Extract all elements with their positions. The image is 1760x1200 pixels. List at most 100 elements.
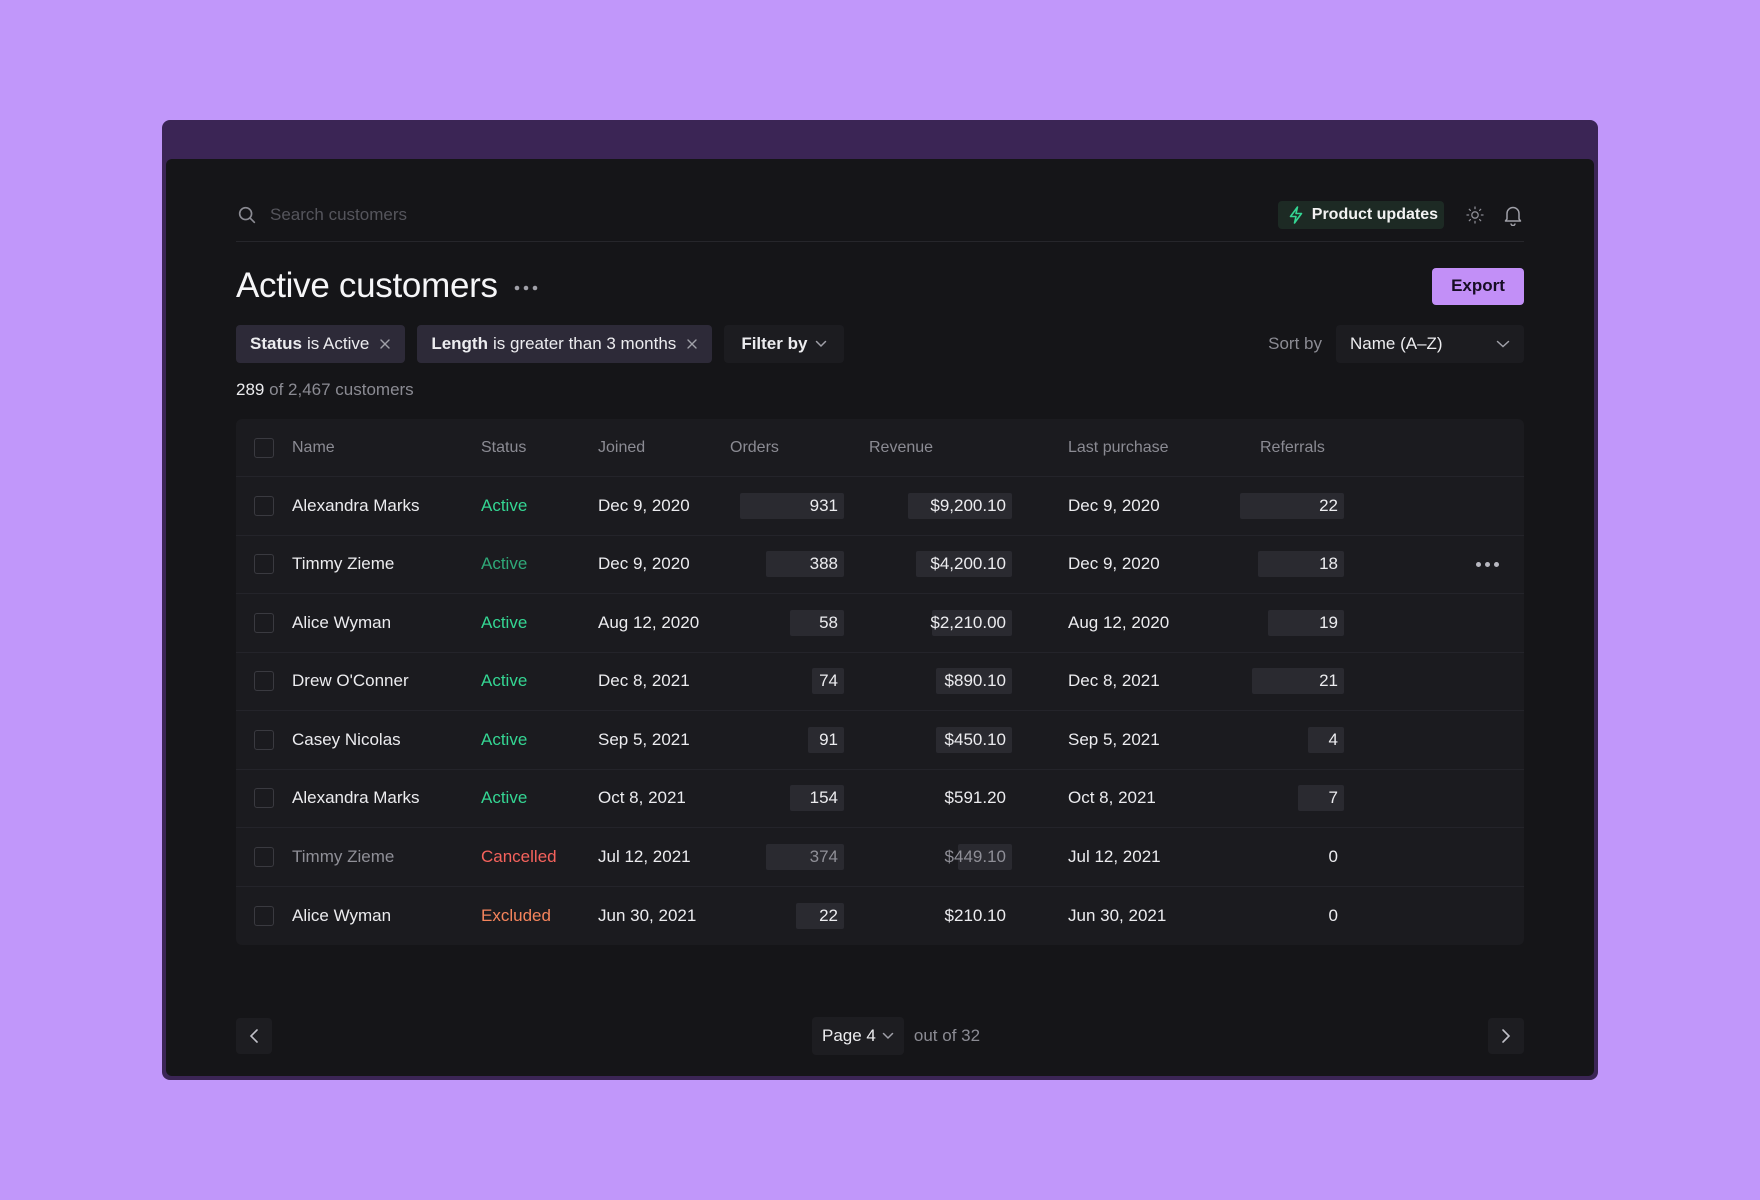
referrals-bar: [1240, 492, 1344, 519]
row-more-button[interactable]: [1472, 536, 1502, 594]
orders-value: 74: [819, 671, 838, 691]
row-checkbox[interactable]: [254, 594, 274, 652]
customer-name: Timmy Zieme: [292, 554, 395, 574]
customer-referrals: 4: [1308, 711, 1344, 769]
customer-last-purchase: Aug 12, 2020: [1068, 612, 1170, 632]
customer-referrals: 7: [1298, 770, 1344, 828]
revenue-bar: [936, 726, 1012, 753]
row-checkbox[interactable]: [254, 828, 274, 886]
customer-orders: 154: [790, 770, 844, 828]
orders-bar: [808, 726, 844, 753]
chevron-right-icon: [1502, 1029, 1511, 1043]
row-checkbox[interactable]: [254, 536, 274, 594]
filter-row: Status is Active Length is greater than …: [236, 325, 1524, 363]
referrals-value: 0: [1328, 905, 1338, 925]
sort-select[interactable]: Name (A–Z): [1336, 325, 1524, 363]
product-updates-button[interactable]: Product updates: [1277, 200, 1444, 229]
table-row[interactable]: Casey Nicolas Active Sep 5, 2021 91 $450…: [236, 711, 1524, 770]
table-row[interactable]: Alice Wyman Active Aug 12, 2020 58 $2,21…: [236, 594, 1524, 653]
orders-value: 22: [819, 905, 838, 925]
sort-value: Name (A–Z): [1350, 334, 1443, 353]
referrals-value: 18: [1319, 554, 1338, 574]
revenue-bar: [958, 843, 1012, 870]
table-row[interactable]: Timmy Zieme Cancelled Jul 12, 2021 374 $…: [236, 828, 1524, 887]
column-header-orders[interactable]: Orders: [730, 438, 779, 456]
customer-name: Casey Nicolas: [292, 729, 401, 749]
orders-value: 374: [809, 846, 838, 866]
revenue-value: $9,200.10: [930, 495, 1006, 515]
column-header-name[interactable]: Name: [292, 438, 335, 456]
orders-bar: [740, 492, 844, 519]
results-count-number: 289: [236, 380, 265, 399]
row-checkbox[interactable]: [254, 653, 274, 711]
customer-orders: 91: [808, 711, 844, 769]
customer-joined: Dec 8, 2021: [598, 671, 690, 691]
page-select[interactable]: Page 4: [812, 1017, 904, 1055]
referrals-bar: [1258, 551, 1344, 578]
referrals-bar: [1268, 609, 1344, 636]
customer-name: Alice Wyman: [292, 612, 392, 632]
table-row[interactable]: Timmy Zieme Active Dec 9, 2020 388 $4,20…: [236, 536, 1524, 594]
filter-chip-text: is Active: [306, 334, 370, 353]
filter-chip-length[interactable]: Length is greater than 3 months: [417, 325, 713, 363]
row-checkbox[interactable]: [254, 887, 274, 946]
revenue-bar: [936, 668, 1012, 695]
customer-joined: Sep 5, 2021: [598, 729, 690, 749]
customer-revenue: $4,200.10: [916, 536, 1012, 594]
row-checkbox[interactable]: [254, 770, 274, 828]
export-button[interactable]: Export: [1432, 267, 1524, 305]
search-input[interactable]: [270, 204, 770, 225]
customer-revenue: $591.20: [945, 770, 1006, 828]
notifications-button[interactable]: [1502, 204, 1524, 226]
referrals-bar: [1298, 785, 1344, 812]
page-title: Active customers: [236, 266, 498, 305]
chevron-down-icon: [882, 1032, 894, 1040]
revenue-bar: [908, 492, 1012, 519]
table-row[interactable]: Alexandra Marks Active Oct 8, 2021 154 $…: [236, 770, 1524, 828]
row-checkbox[interactable]: [254, 477, 274, 535]
product-updates-label: Product updates: [1311, 205, 1438, 223]
customer-name: Alexandra Marks: [292, 495, 420, 515]
top-bar: Product updates: [236, 196, 1524, 242]
table-row[interactable]: Alice Wyman Excluded Jun 30, 2021 22 $21…: [236, 887, 1524, 946]
select-all-checkbox[interactable]: [254, 419, 274, 476]
column-header-revenue[interactable]: Revenue: [869, 438, 934, 456]
table-row[interactable]: Drew O'Conner Active Dec 8, 2021 74 $890…: [236, 653, 1524, 711]
next-page-button[interactable]: [1488, 1018, 1524, 1054]
customer-status: Active: [481, 671, 528, 691]
table-row[interactable]: Alexandra Marks Active Dec 9, 2020 931 $…: [236, 477, 1524, 536]
main-content: Product updates Active customers Export: [236, 159, 1524, 1076]
orders-value: 931: [809, 495, 838, 515]
customer-revenue: $210.10: [945, 887, 1006, 946]
column-header-status[interactable]: Status: [481, 438, 527, 456]
revenue-value: $591.20: [944, 788, 1006, 808]
customer-orders: 931: [740, 477, 844, 535]
revenue-bar: [932, 609, 1012, 636]
column-header-referrals[interactable]: Referrals: [1260, 438, 1325, 456]
column-header-last-purchase[interactable]: Last purchase: [1068, 438, 1169, 456]
close-icon[interactable]: [686, 338, 698, 350]
customer-joined: Dec 9, 2020: [598, 495, 690, 515]
customer-referrals: 0: [1329, 887, 1338, 946]
page-indicator: Page 4 out of 32: [812, 1016, 980, 1056]
column-header-joined[interactable]: Joined: [598, 438, 646, 456]
customer-revenue: $890.10: [936, 653, 1012, 711]
customer-status: Active: [481, 788, 528, 808]
results-count-total: of 2,467 customers: [269, 380, 414, 399]
orders-bar: [796, 902, 844, 929]
customer-orders: 22: [796, 887, 844, 946]
close-icon[interactable]: [379, 338, 391, 350]
filter-by-dropdown[interactable]: Filter by: [724, 325, 845, 363]
orders-bar: [790, 609, 844, 636]
revenue-value: $2,210.00: [930, 612, 1006, 632]
previous-page-button[interactable]: [236, 1018, 272, 1054]
row-checkbox[interactable]: [254, 711, 274, 769]
filter-chip-status[interactable]: Status is Active: [236, 325, 406, 363]
customer-referrals: 18: [1258, 536, 1344, 594]
theme-toggle-button[interactable]: [1464, 204, 1486, 226]
page-select-label: Page 4: [822, 1026, 876, 1045]
table-body: Alexandra Marks Active Dec 9, 2020 931 $…: [236, 477, 1524, 945]
more-icon[interactable]: [514, 285, 538, 291]
filter-by-label: Filter by: [741, 334, 808, 353]
pagination: Page 4 out of 32: [236, 1016, 1524, 1056]
